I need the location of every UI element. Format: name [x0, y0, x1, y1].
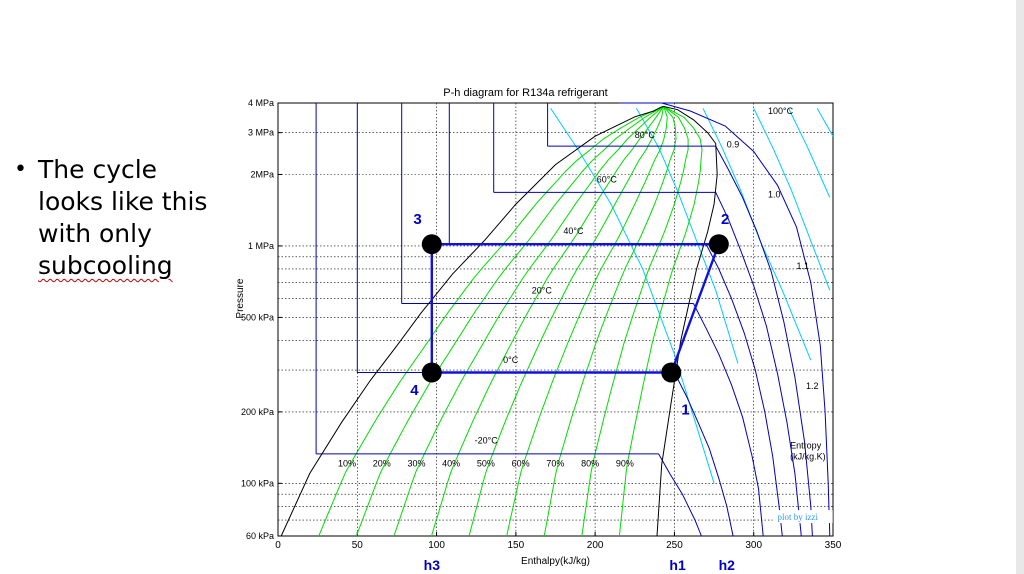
quality-label: 80%	[581, 458, 599, 468]
y-tick-label: 3 MPa	[248, 128, 274, 138]
saturated-vapor-line	[656, 105, 718, 537]
y-tick-label: 4 MPa	[248, 98, 274, 108]
isotherm-superheated	[661, 102, 831, 537]
isotherm-superheated	[693, 303, 764, 537]
entropy-note-line-1: Entropy	[790, 441, 822, 451]
isentrope-line	[550, 108, 715, 484]
saturated-liquid-line	[280, 105, 664, 537]
bullet-line-4: subcooling	[38, 251, 173, 280]
isotherm-label: 20°C	[532, 286, 553, 296]
quality-label: 60%	[512, 458, 530, 468]
quality-label: 20%	[373, 458, 391, 468]
dome-layer	[280, 105, 718, 537]
y-tick-label: 100 kPa	[241, 478, 274, 488]
h-marker-h2: h2	[719, 557, 736, 573]
quality-line	[618, 106, 703, 537]
isotherm-superheated	[715, 192, 802, 537]
cycle-path	[430, 243, 721, 374]
x-tick-label: 250	[666, 540, 683, 551]
isotherm-superheated	[673, 372, 734, 537]
isotherm-layer	[315, 102, 831, 537]
isotherm-superheated	[715, 145, 813, 537]
cycle-point-3	[421, 234, 442, 255]
isentrope-line	[816, 108, 834, 137]
entropy-note-line-2: (kJ/kg.K)	[790, 452, 826, 462]
x-axis-label: Enthalpy(kJ/kg)	[521, 556, 590, 567]
isentrope-layer	[550, 108, 834, 484]
isentrope-label: 1.2	[806, 381, 819, 391]
quality-label: 50%	[477, 458, 495, 468]
x-tick-label: 300	[745, 540, 762, 551]
bullet-line-2: looks like this	[38, 187, 208, 216]
bullet-line-3: with only	[38, 219, 152, 248]
quality-label: 30%	[407, 458, 425, 468]
quality-label: 10%	[338, 458, 356, 468]
isentrope-line	[635, 108, 739, 364]
cycle-point-label: 1	[681, 401, 689, 418]
cycle-point-2	[708, 234, 729, 255]
credit-text: plot by izzi	[778, 512, 819, 522]
bullet-dot-icon: •	[14, 157, 27, 182]
y-tick-label: 1 MPa	[248, 241, 274, 251]
h-marker-h1: h1	[669, 557, 686, 573]
isotherm-superheated	[705, 243, 783, 537]
x-tick-label: 50	[352, 540, 364, 551]
cycle-point-label: 3	[413, 211, 421, 228]
quality-line	[393, 106, 664, 537]
isentrope-label: 1.1	[797, 261, 810, 271]
x-tick-label: 0	[275, 540, 281, 551]
y-tick-label: 60 kPa	[246, 531, 274, 541]
cycle-point-1	[661, 362, 682, 383]
x-tick-label: 200	[587, 540, 604, 551]
isotherm-label: 0°C	[503, 355, 519, 365]
quality-line	[431, 106, 664, 537]
chart-title: P-h diagram for R134a refrigerant	[443, 87, 607, 99]
quality-line	[468, 106, 665, 537]
isotherm-label: 40°C	[563, 226, 584, 236]
quality-line	[355, 106, 664, 537]
isotherm-label: 60°C	[597, 175, 618, 185]
isentrope-label: 0.9	[727, 139, 740, 149]
isentrope-line	[788, 108, 831, 198]
bullet-line-1: The cycle	[38, 155, 158, 184]
text-layer: 0 50 100 150 200 250 300 350 60 kPa 100 kPa 200 kP…	[235, 87, 842, 573]
y-tick-label: 200 kPa	[241, 407, 274, 417]
quality-label: 70%	[546, 458, 564, 468]
quality-layer	[318, 106, 703, 537]
cycle-point-label: 4	[410, 382, 419, 399]
x-tick-label: 350	[825, 540, 842, 551]
quality-line	[506, 106, 668, 537]
isotherm-label: 80°C	[635, 130, 656, 140]
y-tick-label: 2MPa	[250, 169, 274, 179]
bullet-text: The cycle looks like this with only subc…	[38, 154, 218, 282]
y-tick-label: 500 kPa	[241, 312, 274, 322]
quality-line	[543, 106, 677, 537]
x-tick-label: 100	[428, 540, 445, 551]
quality-line	[318, 106, 664, 537]
y-axis-label: Pressure	[235, 278, 246, 318]
quality-line	[581, 106, 689, 537]
plot-frame	[277, 102, 834, 537]
quality-label: 40%	[442, 458, 460, 468]
cycle-point-label: 2	[721, 211, 729, 228]
cycle-layer	[421, 234, 729, 383]
cycle-point-4	[421, 362, 442, 383]
credit-background	[772, 510, 833, 524]
quality-label: 90%	[616, 458, 634, 468]
isentrope-label: 1.0	[768, 189, 781, 199]
slide-edge-strip	[1016, 0, 1024, 574]
grid-layer	[277, 102, 834, 537]
isotherm-label: -20°C	[475, 436, 499, 446]
isotherm-superheated	[658, 453, 702, 537]
x-tick-label: 150	[508, 540, 525, 551]
h-marker-h3: h3	[424, 557, 441, 573]
isentrope-line	[753, 108, 831, 291]
isotherm-label: 100°C	[768, 106, 794, 116]
